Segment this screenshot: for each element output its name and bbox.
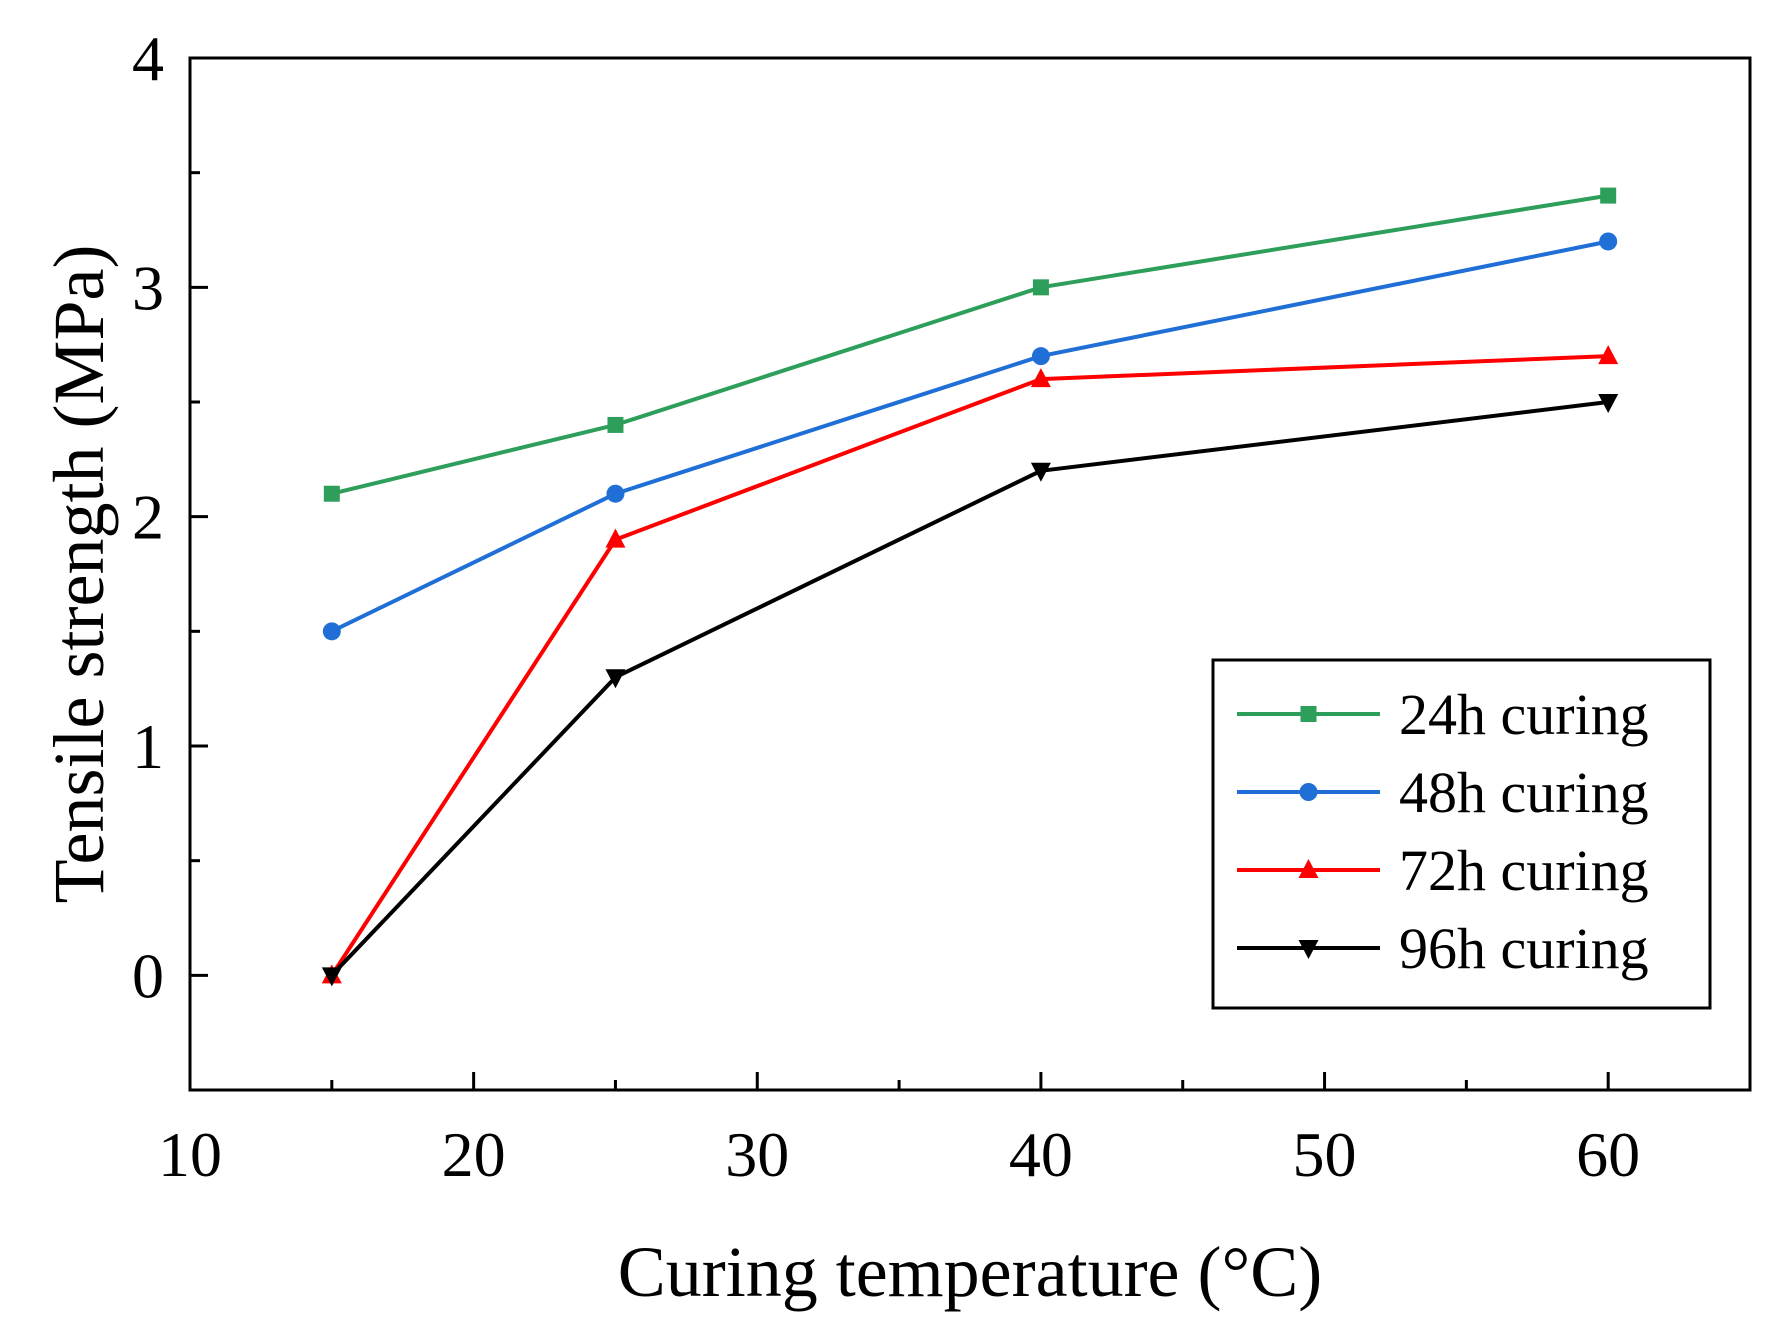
series-line-3 — [330, 354, 1609, 977]
x-tick-label: 30 — [725, 1119, 789, 1190]
legend-label: 72h curing — [1399, 838, 1649, 903]
data-point-series-1 — [607, 416, 624, 433]
legend: 24h curing 48h curing 72h curing 96h curing — [1211, 658, 1712, 1010]
series-line-2 — [330, 239, 1609, 634]
y-tick-label: 0 — [132, 940, 164, 1011]
data-point-series-2 — [606, 484, 625, 503]
series-line-4 — [330, 400, 1609, 977]
legend-label: 48h curing — [1399, 760, 1649, 825]
data-point-series-1 — [323, 485, 340, 502]
data-point-series-1 — [1032, 279, 1049, 296]
y-tick-label: 3 — [132, 252, 164, 323]
x-axis-title: Curing temperature (°C) — [618, 1232, 1323, 1312]
y-tick-label: 2 — [132, 482, 164, 553]
y-axis-title: Tensile strength (MPa) — [39, 245, 119, 904]
legend-entries: 24h curing 48h curing 72h curing 96h curing — [1237, 682, 1649, 981]
legend-label: 96h curing — [1399, 916, 1649, 981]
legend-marker — [1299, 783, 1318, 801]
data-point-series-3 — [605, 528, 626, 548]
data-point-series-2 — [1031, 347, 1050, 366]
x-tick-label: 50 — [1293, 1119, 1357, 1190]
data-point-series-4 — [1030, 462, 1051, 482]
data-point-series-2 — [1599, 232, 1618, 251]
y-tick-label: 1 — [132, 711, 164, 782]
legend-marker — [1300, 706, 1317, 722]
series-lines — [330, 193, 1609, 977]
x-tick-label: 40 — [1009, 1119, 1073, 1190]
data-point-series-4 — [605, 669, 626, 689]
data-point-series-3 — [1598, 345, 1619, 365]
x-tick-label: 20 — [442, 1119, 506, 1190]
x-tick-label: 10 — [158, 1119, 222, 1190]
data-point-series-1 — [1600, 187, 1617, 204]
x-tick-label: 60 — [1576, 1119, 1640, 1190]
plot-area-frame — [188, 56, 1752, 1092]
data-point-series-2 — [322, 622, 341, 641]
series-line-1 — [331, 193, 1609, 496]
axis-ticks — [188, 56, 1610, 1090]
legend-marker — [1298, 940, 1319, 959]
series-markers — [321, 187, 1619, 987]
data-point-series-3 — [1030, 368, 1051, 388]
legend-marker — [1298, 859, 1319, 878]
axis-tick-labels: 10 20 30 40 50 60 0 1 2 3 4 — [132, 23, 1640, 1190]
legend-label: 24h curing — [1399, 682, 1649, 747]
data-point-series-4 — [321, 967, 342, 987]
y-tick-label: 4 — [132, 23, 164, 94]
data-point-series-4 — [1598, 394, 1619, 413]
